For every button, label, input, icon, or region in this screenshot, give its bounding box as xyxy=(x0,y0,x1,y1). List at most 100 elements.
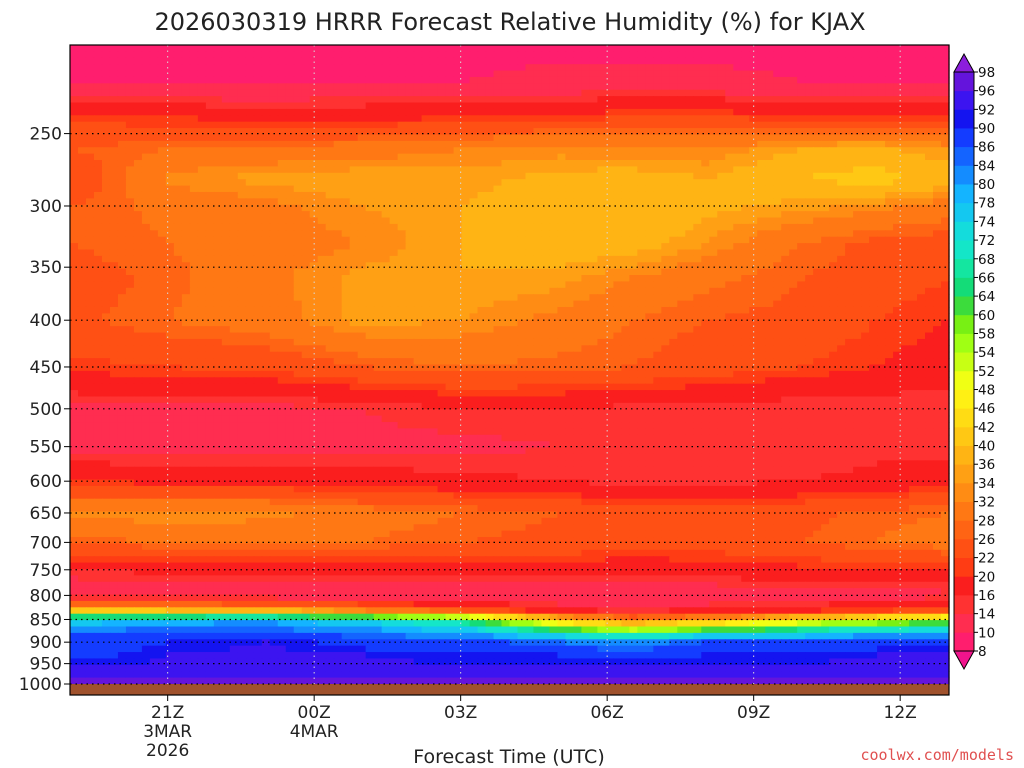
humidity-cell xyxy=(341,313,351,321)
humidity-cell xyxy=(285,294,295,302)
humidity-cell xyxy=(485,211,495,219)
humidity-cell xyxy=(941,153,950,161)
humidity-cell xyxy=(253,89,263,97)
humidity-cell xyxy=(70,179,79,187)
humidity-cell xyxy=(629,319,638,327)
humidity-cell xyxy=(845,191,854,199)
humidity-cell xyxy=(157,128,167,136)
humidity-cell xyxy=(741,57,750,65)
humidity-cell xyxy=(245,89,255,97)
humidity-cell xyxy=(173,51,183,59)
humidity-cell xyxy=(541,57,551,65)
humidity-cell xyxy=(629,179,638,187)
humidity-cell xyxy=(805,300,814,308)
humidity-cell xyxy=(837,70,846,78)
humidity-cell xyxy=(821,211,830,219)
humidity-cell xyxy=(677,83,686,91)
humidity-cell xyxy=(269,306,279,314)
humidity-cell xyxy=(205,281,215,289)
humidity-cell xyxy=(941,294,950,302)
humidity-cell xyxy=(445,70,455,78)
humidity-cell xyxy=(869,306,878,314)
humidity-cell xyxy=(93,147,103,155)
humidity-cell xyxy=(205,198,215,206)
humidity-cell xyxy=(229,255,239,263)
humidity-cell xyxy=(925,300,934,308)
humidity-cell xyxy=(349,211,359,219)
humidity-cell xyxy=(573,185,583,193)
humidity-cell xyxy=(717,275,726,283)
humidity-cell xyxy=(333,96,343,104)
humidity-cell xyxy=(813,275,822,283)
humidity-cell xyxy=(909,236,918,244)
humidity-cell xyxy=(501,249,511,257)
humidity-cell xyxy=(629,89,638,97)
humidity-cell xyxy=(469,108,479,116)
humidity-cell xyxy=(581,268,591,276)
humidity-cell xyxy=(389,191,399,199)
humidity-cell xyxy=(501,255,511,263)
humidity-cell xyxy=(557,89,567,97)
humidity-cell xyxy=(93,140,103,148)
humidity-cell xyxy=(589,179,598,187)
humidity-cell xyxy=(661,198,670,206)
humidity-cell xyxy=(165,89,175,97)
humidity-cell xyxy=(149,70,159,78)
humidity-cell xyxy=(541,70,551,78)
humidity-cell xyxy=(349,198,359,206)
humidity-cell xyxy=(885,268,894,276)
humidity-cell xyxy=(597,217,606,225)
humidity-cell xyxy=(741,64,750,72)
humidity-cell xyxy=(485,236,495,244)
humidity-cell xyxy=(429,332,439,340)
humidity-cell xyxy=(301,281,311,289)
humidity-cell xyxy=(141,223,151,231)
humidity-cell xyxy=(885,45,894,52)
humidity-cell xyxy=(501,217,511,225)
humidity-cell xyxy=(933,96,942,104)
humidity-cell xyxy=(309,89,319,97)
humidity-cell xyxy=(701,191,710,199)
humidity-cell xyxy=(429,160,439,168)
humidity-cell xyxy=(941,262,950,270)
humidity-cell xyxy=(925,185,934,193)
humidity-cell xyxy=(93,243,103,251)
humidity-cell xyxy=(453,230,463,238)
humidity-cell xyxy=(485,319,495,327)
humidity-cell xyxy=(285,281,295,289)
humidity-cell xyxy=(645,121,654,129)
humidity-cell xyxy=(517,89,527,97)
humidity-cell xyxy=(757,153,766,161)
humidity-cell xyxy=(461,70,471,78)
humidity-cell xyxy=(93,294,103,302)
humidity-cell xyxy=(237,255,247,263)
humidity-cell xyxy=(77,89,87,97)
humidity-cell xyxy=(317,300,327,308)
humidity-cell xyxy=(797,191,806,199)
humidity-cell xyxy=(717,268,726,276)
humidity-cell xyxy=(685,185,694,193)
humidity-cell xyxy=(101,319,111,327)
humidity-cell xyxy=(845,147,854,155)
humidity-cell xyxy=(141,83,151,91)
humidity-cell xyxy=(381,268,391,276)
humidity-cell xyxy=(485,96,495,104)
humidity-cell xyxy=(829,121,838,129)
humidity-cell xyxy=(70,70,79,78)
humidity-cell xyxy=(421,89,431,97)
humidity-cell xyxy=(629,211,638,219)
humidity-cell xyxy=(597,115,606,123)
humidity-cell xyxy=(85,223,95,231)
humidity-cell xyxy=(205,140,215,148)
humidity-cell xyxy=(357,204,367,212)
humidity-cell xyxy=(653,160,662,168)
humidity-cell xyxy=(485,76,495,84)
humidity-cell xyxy=(373,128,383,136)
humidity-cell xyxy=(109,223,119,231)
humidity-cell xyxy=(677,147,686,155)
humidity-cell xyxy=(517,172,527,180)
humidity-cell xyxy=(117,102,127,110)
humidity-cell xyxy=(85,70,95,78)
humidity-cell xyxy=(501,57,511,65)
humidity-cell xyxy=(125,134,135,142)
